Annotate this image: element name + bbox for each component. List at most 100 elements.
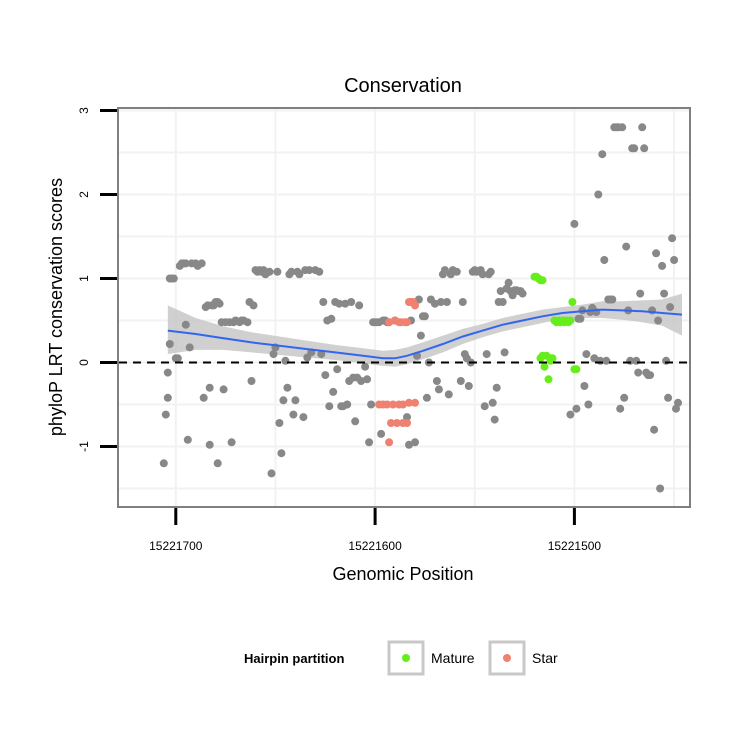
point-star (383, 400, 392, 409)
point-other (377, 429, 386, 438)
point-other (582, 350, 591, 359)
point-other (656, 484, 665, 493)
point-other (169, 274, 178, 283)
point-other (227, 438, 236, 447)
point-other (265, 267, 274, 276)
point-other (329, 387, 338, 396)
point-other (361, 362, 370, 371)
point-other (658, 261, 667, 270)
point-star (411, 301, 419, 310)
point-other (674, 398, 682, 407)
point-other (183, 435, 192, 444)
point-other (650, 425, 659, 434)
point-mature (572, 365, 581, 374)
point-other (670, 256, 679, 264)
legend-star-dot (503, 654, 511, 662)
point-other (341, 299, 350, 308)
point-star (385, 438, 394, 447)
axes-group: -1 0 1 2 3 15221700 15221600 15221500 (77, 107, 601, 553)
point-other (333, 365, 342, 374)
point-other (602, 356, 611, 365)
point-other (181, 320, 190, 329)
point-other (432, 377, 441, 385)
point-star (405, 398, 413, 407)
point-other (620, 393, 629, 402)
point-other (403, 413, 411, 422)
y-axis-title: phyloP LRT conservation scores (46, 178, 66, 436)
point-other (219, 385, 228, 394)
point-other (634, 368, 643, 377)
point-other (249, 301, 258, 310)
point-mature (568, 298, 577, 306)
point-other (640, 144, 649, 153)
point-other (666, 303, 675, 312)
point-other (420, 312, 429, 321)
grid-lines (119, 109, 689, 506)
point-mature (538, 276, 547, 285)
point-other (458, 298, 467, 306)
point-other (492, 383, 501, 392)
legend-title: Hairpin partition (244, 651, 344, 666)
point-other (660, 289, 669, 298)
point-other (163, 368, 172, 377)
point-star (393, 419, 401, 427)
point-other (181, 259, 190, 268)
point-other (173, 354, 182, 363)
point-other (594, 190, 603, 199)
point-other (291, 396, 300, 405)
point-other (566, 410, 575, 419)
point-other (664, 393, 673, 402)
point-other (295, 270, 304, 279)
point-other (584, 400, 593, 409)
point-other (478, 270, 487, 279)
point-other (572, 404, 581, 413)
point-other (343, 400, 352, 409)
point-other (646, 371, 655, 380)
point-other (281, 356, 290, 365)
point-other (365, 438, 374, 447)
point-mature (566, 316, 575, 325)
point-other (363, 375, 372, 384)
point-other (325, 402, 334, 411)
point-other (654, 316, 663, 325)
point-other (638, 123, 647, 132)
x-tick-label: 15221600 (348, 539, 402, 553)
point-other (269, 350, 278, 359)
point-other (405, 440, 413, 449)
point-other (422, 393, 431, 402)
y-tick-label: 3 (77, 107, 91, 114)
point-other (662, 356, 671, 365)
point-other (444, 390, 453, 399)
point-other (161, 410, 170, 419)
point-star (389, 400, 397, 409)
point-other (668, 234, 677, 243)
x-tick-label: 15221700 (149, 539, 203, 553)
point-mature (540, 362, 549, 371)
point-other (287, 267, 296, 276)
smooth-line (167, 308, 683, 360)
point-other (436, 298, 445, 306)
point-other (367, 400, 376, 409)
x-axis-title: Genomic Position (332, 564, 473, 584)
legend-mature-dot (402, 654, 410, 662)
point-other (289, 410, 298, 419)
point-other (205, 383, 214, 392)
point-other (213, 459, 222, 468)
legend-label-mature: Mature (431, 650, 475, 666)
point-other (570, 219, 579, 228)
point-other (299, 413, 308, 422)
point-other (480, 402, 489, 411)
point-other (165, 340, 174, 348)
point-other (411, 438, 419, 447)
point-other (416, 331, 425, 340)
point-other (498, 298, 507, 306)
point-other (267, 469, 276, 478)
legend: Hairpin partition Mature Star (244, 640, 558, 676)
point-star (399, 400, 407, 409)
point-other (305, 266, 314, 275)
point-other (347, 298, 356, 306)
point-star (411, 398, 419, 407)
point-other (486, 267, 495, 276)
point-other (464, 382, 473, 390)
